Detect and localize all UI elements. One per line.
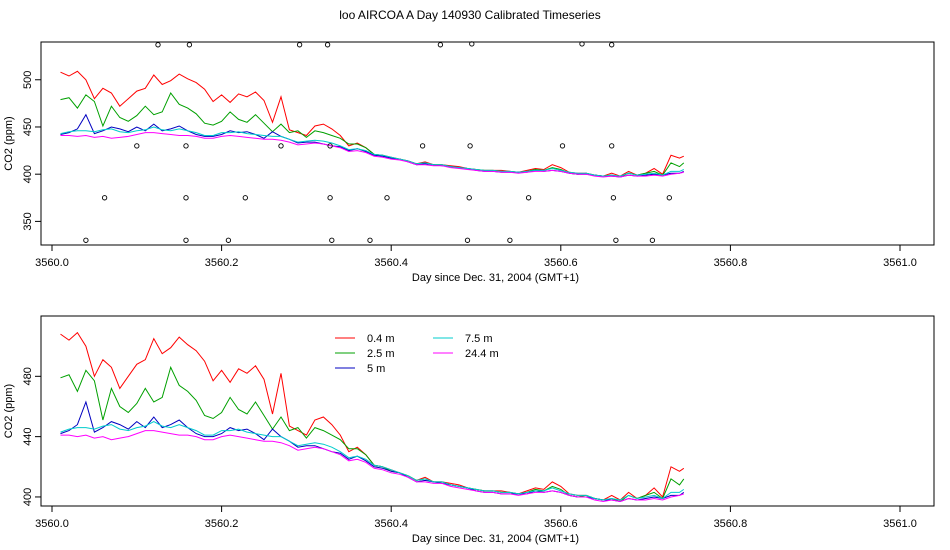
x-tick-label: 3560.0 (35, 257, 69, 269)
series-line-3 (60, 126, 685, 177)
y-tick-label: 480 (22, 367, 34, 385)
scatter-point (384, 195, 390, 201)
scatter-point (225, 237, 232, 243)
scatter-point (464, 237, 471, 243)
y-axis-top: 350 400 450 500 (22, 71, 41, 231)
scatter-point (469, 41, 475, 47)
x-tick-label: 3560.8 (714, 518, 748, 530)
scatter-point (525, 195, 532, 201)
x-axis-label-top: Day since Dec. 31, 2004 (GMT+1) (412, 272, 579, 284)
scatter-point (367, 237, 373, 243)
series-line-3 (60, 421, 685, 501)
scatter-point (609, 143, 615, 149)
y-tick-label: 400 (22, 165, 34, 183)
legend-label: 5 m (367, 363, 385, 375)
x-tick-label: 3560.8 (714, 257, 748, 269)
figure-title: loo AIRCOA A Day 140930 Calibrated Times… (339, 8, 600, 22)
scatter-point (83, 237, 89, 243)
scatter-point (610, 195, 617, 201)
scatter-point (467, 143, 473, 149)
y-tick-label: 450 (22, 118, 34, 136)
legend-label: 7.5 m (465, 333, 493, 345)
plot-frame-bottom (40, 315, 935, 507)
legend-label: 2.5 m (367, 348, 395, 360)
x-tick-label: 3560.0 (35, 518, 69, 530)
y-tick-label: 440 (22, 427, 34, 445)
scatter-point (327, 195, 333, 201)
legend-label: 0.4 m (367, 333, 395, 345)
x-tick-label: 3561.0 (883, 257, 917, 269)
scatter-point (327, 143, 333, 149)
scatter-point (186, 42, 193, 48)
series-lines-top (60, 70, 685, 178)
scatter-point (649, 237, 656, 243)
x-axis-top: 3560.0 3560.2 3560.4 3560.6 3560.8 3561.0 (35, 245, 917, 269)
scatter-point (242, 195, 248, 201)
scatter-point (296, 42, 303, 48)
series-line-4 (60, 132, 684, 178)
series-line-2 (60, 113, 684, 178)
scatter-point (183, 195, 189, 201)
x-tick-label: 3560.6 (544, 257, 578, 269)
series-line-1 (60, 365, 685, 503)
scatter-point (324, 42, 331, 48)
panel-bottom: 3560.0 3560.2 3560.4 3560.6 3560.8 3561.0 400… (3, 315, 935, 545)
y-tick-label: 350 (22, 212, 34, 230)
y-axis-label-top: CO2 (ppm) (3, 116, 15, 170)
scatter-point (559, 143, 566, 149)
x-tick-label: 3561.0 (883, 518, 917, 530)
scatter-point (101, 195, 108, 201)
y-tick-label: 500 (22, 71, 34, 89)
series-lines-bottom (60, 331, 685, 503)
x-tick-label: 3560.4 (374, 257, 408, 269)
scatter-point (134, 143, 140, 149)
scatter-point (466, 195, 472, 201)
scatter-point (613, 237, 619, 243)
panel-top: 3560.0 3560.2 3560.4 3560.6 3560.8 3561.0 350… (3, 41, 935, 284)
scatter-point (437, 42, 444, 48)
y-axis-bottom: 400 440 480 (22, 367, 41, 506)
scatter-points-top (83, 41, 672, 243)
x-tick-label: 3560.2 (205, 257, 239, 269)
legend: 0.4 m 2.5 m 5 m 7.5 m 24.4 m (335, 333, 499, 375)
y-axis-label-bottom: CO2 (ppm) (3, 384, 15, 438)
series-line-2 (60, 400, 685, 503)
x-tick-label: 3560.6 (544, 518, 578, 530)
scatter-point (419, 143, 426, 149)
series-line-4 (60, 430, 684, 503)
scatter-point (666, 195, 672, 201)
scatter-point (579, 41, 585, 47)
scatter-point (609, 42, 615, 48)
x-tick-label: 3560.4 (374, 518, 408, 530)
scatter-point (329, 237, 335, 243)
scatter-point (507, 237, 513, 243)
x-axis-bottom: 3560.0 3560.2 3560.4 3560.6 3560.8 3561.0 (35, 506, 917, 530)
scatter-point (155, 42, 161, 48)
y-tick-label: 400 (22, 488, 34, 506)
scatter-point (278, 143, 284, 149)
scatter-point (183, 237, 189, 243)
scatter-point (183, 143, 189, 149)
x-tick-label: 3560.2 (205, 518, 239, 530)
legend-label: 24.4 m (465, 348, 499, 360)
x-axis-label-bottom: Day since Dec. 31, 2004 (GMT+1) (412, 533, 579, 545)
series-line-1 (60, 92, 685, 178)
plot-frame-top (40, 41, 935, 246)
